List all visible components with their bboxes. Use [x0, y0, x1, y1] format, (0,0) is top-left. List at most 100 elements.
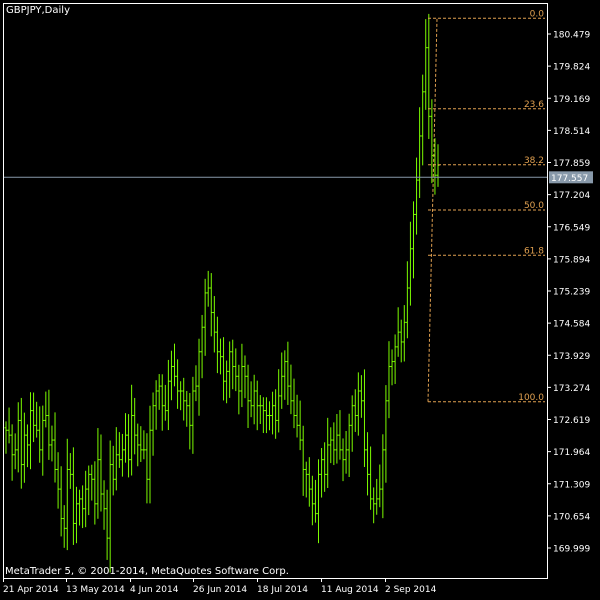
ohlc-bar	[166, 359, 170, 431]
ohlc-bar	[344, 431, 348, 474]
ohlc-bar	[99, 434, 103, 512]
fib-level-label: 61.8	[524, 246, 544, 256]
ohlc-bar	[117, 432, 121, 468]
ohlc-bar	[78, 489, 82, 526]
ohlc-bar	[22, 412, 26, 483]
ohlc-bar	[326, 417, 330, 488]
ohlc-bar	[160, 374, 164, 431]
y-tick-label: 174.584	[553, 320, 590, 330]
ohlc-bar	[84, 470, 88, 528]
fib-level-label: 0.0	[530, 9, 545, 19]
ohlc-bar	[289, 364, 293, 415]
ohlc-bar	[32, 392, 36, 443]
ohlc-bar	[191, 376, 195, 454]
ohlc-bar	[81, 485, 85, 529]
ohlc-bar	[421, 74, 425, 166]
ohlc-bar	[427, 13, 431, 139]
ohlc-bar	[197, 338, 201, 416]
ohlc-bar	[111, 445, 115, 496]
y-tick-label: 171.964	[553, 448, 590, 458]
ohlc-bar	[280, 352, 284, 409]
ohlc-bar	[90, 464, 94, 501]
ohlc-bar	[218, 338, 222, 375]
ohlc-bar	[286, 341, 290, 405]
ohlc-bar	[381, 434, 385, 519]
ohlc-bar	[231, 339, 235, 390]
ohlc-bar	[362, 369, 366, 467]
ohlc-bar	[332, 422, 336, 466]
ohlc-bar	[313, 479, 317, 523]
ohlc-bar	[16, 402, 20, 473]
ohlc-bar	[237, 364, 241, 415]
ohlc-bar	[335, 414, 339, 464]
ohlc-bar	[41, 405, 45, 476]
ohlc-bar	[182, 377, 186, 421]
fibonacci-retracement: 0.0 23.6 38.2 50.0 61.8 100.0	[427, 9, 545, 403]
ohlc-bar	[169, 350, 173, 401]
ohlc-bar	[240, 343, 244, 408]
y-tick-label: 169.999	[553, 545, 590, 555]
ohlc-bar	[356, 372, 360, 436]
ohlc-bar	[127, 414, 131, 478]
ohlc-bar	[402, 305, 406, 362]
ohlc-bar	[206, 270, 210, 307]
fib-level-label: 38.2	[524, 156, 544, 166]
ohlc-bar	[56, 452, 60, 509]
ohlc-bar	[215, 316, 219, 374]
current-price-tag: 177.557	[549, 171, 593, 184]
ohlc-bar	[44, 391, 48, 428]
ohlc-bar	[136, 423, 140, 467]
fib-level-label: 50.0	[524, 201, 544, 211]
x-tick-label: 2 Sep 2014	[385, 585, 437, 595]
ohlc-bar	[53, 412, 57, 483]
ohlc-bar	[163, 384, 167, 421]
ohlc-bar	[249, 381, 253, 418]
y-tick-label: 175.894	[553, 255, 590, 265]
ohlc-bar	[424, 19, 428, 110]
fib-trend-line	[427, 18, 438, 402]
ohlc-bar	[179, 381, 183, 411]
ohlc-bar	[13, 433, 17, 470]
y-tick-label: 179.169	[553, 95, 590, 105]
ohlc-bar	[304, 461, 308, 498]
ohlc-bar	[108, 440, 112, 573]
ohlc-bar	[246, 364, 250, 429]
ohlc-bar	[375, 478, 379, 515]
ohlc-bar	[338, 410, 342, 460]
x-tick-label: 21 Apr 2014	[3, 585, 59, 595]
ohlc-bar	[130, 384, 134, 476]
fib-level-label: 23.6	[524, 100, 544, 110]
ohlc-bar	[359, 375, 363, 418]
ohlc-bar	[47, 389, 51, 460]
ohlc-bar	[38, 406, 42, 463]
ohlc-bar	[405, 261, 409, 339]
ohlc-bar	[350, 395, 354, 452]
ohlc-bar	[298, 400, 302, 451]
ohlc-bar	[10, 424, 14, 481]
ohlc-bar	[390, 349, 394, 386]
ohlc-bar	[65, 438, 69, 551]
copyright-notice: MetaTrader 5, © 2001-2014, MetaQuotes So…	[5, 566, 289, 577]
fib-level-label: 100.0	[518, 393, 544, 403]
ohlc-bar	[353, 389, 357, 432]
ohlc-bar	[142, 430, 146, 460]
ohlc-bar	[120, 433, 124, 477]
ohlc-bar	[323, 442, 327, 492]
ohlc-bar	[415, 157, 419, 235]
y-tick-label: 176.549	[553, 223, 590, 233]
ohlc-bar	[329, 427, 333, 464]
ohlc-bar	[87, 465, 91, 516]
ohlc-bar	[292, 378, 296, 429]
y-tick-label: 171.309	[553, 480, 590, 490]
ohlc-bar	[384, 385, 388, 483]
ohlc-bar	[372, 487, 376, 524]
x-tick-label: 4 Jun 2014	[130, 585, 179, 595]
ohlc-bar	[200, 314, 204, 379]
ohlc-bar	[188, 392, 192, 450]
ohlc-bar	[369, 446, 373, 510]
ohlc-bar	[274, 389, 278, 439]
y-tick-label: 172.619	[553, 416, 590, 426]
ohlc-bar	[194, 365, 198, 402]
ohlc-bar	[366, 432, 370, 496]
ohlc-bar	[267, 401, 271, 431]
